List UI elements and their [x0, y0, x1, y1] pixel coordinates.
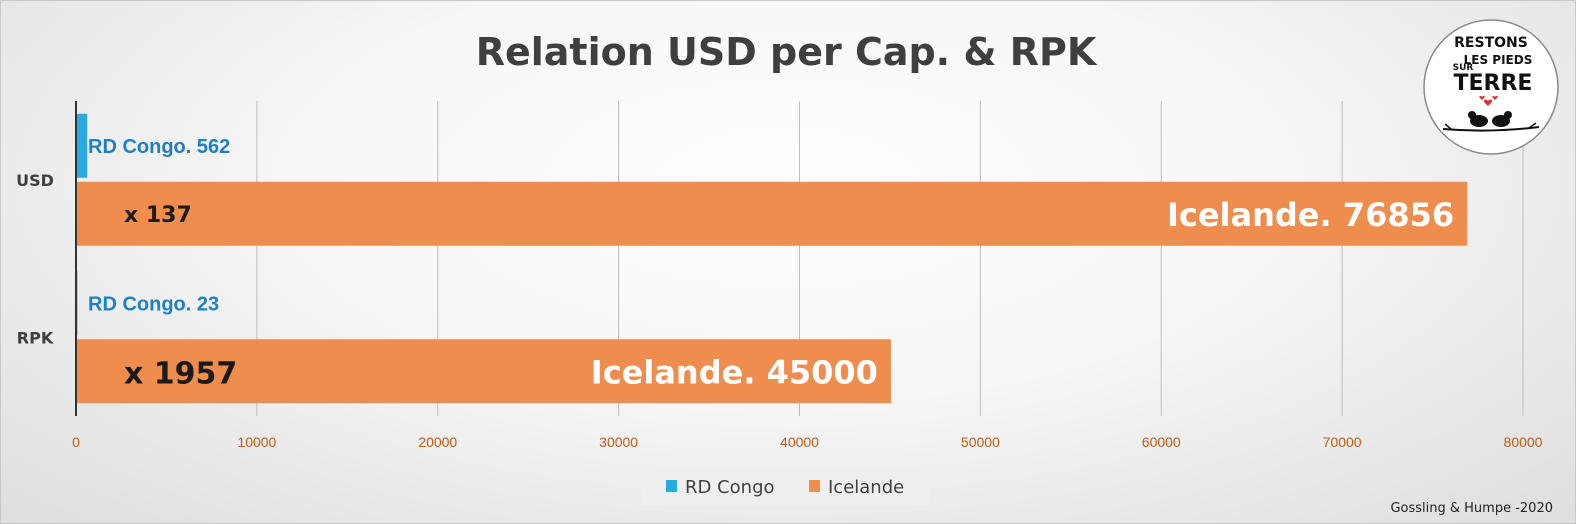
logo-text-line-2: LES PIEDS [1464, 53, 1533, 67]
bars [77, 113, 1468, 404]
x-tick-label: 40000 [780, 434, 819, 450]
x-tick-label: 60000 [1142, 434, 1181, 450]
legend-swatch-icelande [809, 480, 820, 492]
legend: RD Congo Icelande [641, 467, 929, 505]
ratio-label: x 1957 [124, 356, 237, 391]
ratio-label: x 137 [124, 203, 192, 228]
x-tick-label: 70000 [1323, 434, 1362, 450]
bar-icelande [77, 181, 1468, 246]
data-label: Icelande. 45000 [591, 353, 878, 391]
chart-title: Relation USD per Cap. & RPK [476, 30, 1098, 74]
bar-icelande [77, 339, 891, 404]
data-label: RD Congo. 23 [88, 293, 219, 315]
source-note: Gossling & Humpe -2020 [1390, 501, 1553, 516]
x-tick-label: 50000 [961, 434, 1000, 450]
legend-swatch-rd-congo [666, 480, 677, 492]
logo-text-line-4: TERRE [1454, 71, 1533, 96]
logo-circle [1423, 19, 1559, 155]
data-label: Icelande. 76856 [1167, 196, 1454, 234]
x-tick-label: 30000 [599, 434, 638, 450]
y-category-label: USD [16, 171, 54, 190]
x-tick-label: 0 [72, 434, 80, 450]
x-tick-label: 20000 [418, 434, 457, 450]
x-tick-label: 80000 [1504, 434, 1543, 450]
birds-heart-icon [1442, 95, 1540, 132]
gridlines [256, 101, 1524, 416]
x-tick-label: 10000 [237, 434, 276, 450]
axes: 0 10000 20000 30000 40000 50000 60000 70000 8000… [16, 101, 1543, 450]
data-labels: RD Congo. 562 Icelande. 76856 x 137 RD Cong… [88, 136, 1454, 392]
logo-text-line-3: SUR [1453, 63, 1474, 73]
y-category-label: RPK [17, 328, 54, 347]
legend-background [641, 467, 929, 505]
legend-label-rd-congo: RD Congo [685, 477, 775, 498]
legend-label-icelande: Icelande [828, 477, 904, 498]
bar-rd-congo [77, 113, 88, 178]
logo: RESTONS LES PIEDS SUR TERRE [1423, 19, 1559, 155]
data-label: RD Congo. 562 [88, 136, 230, 158]
logo-text-line-1: RESTONS [1454, 35, 1528, 51]
